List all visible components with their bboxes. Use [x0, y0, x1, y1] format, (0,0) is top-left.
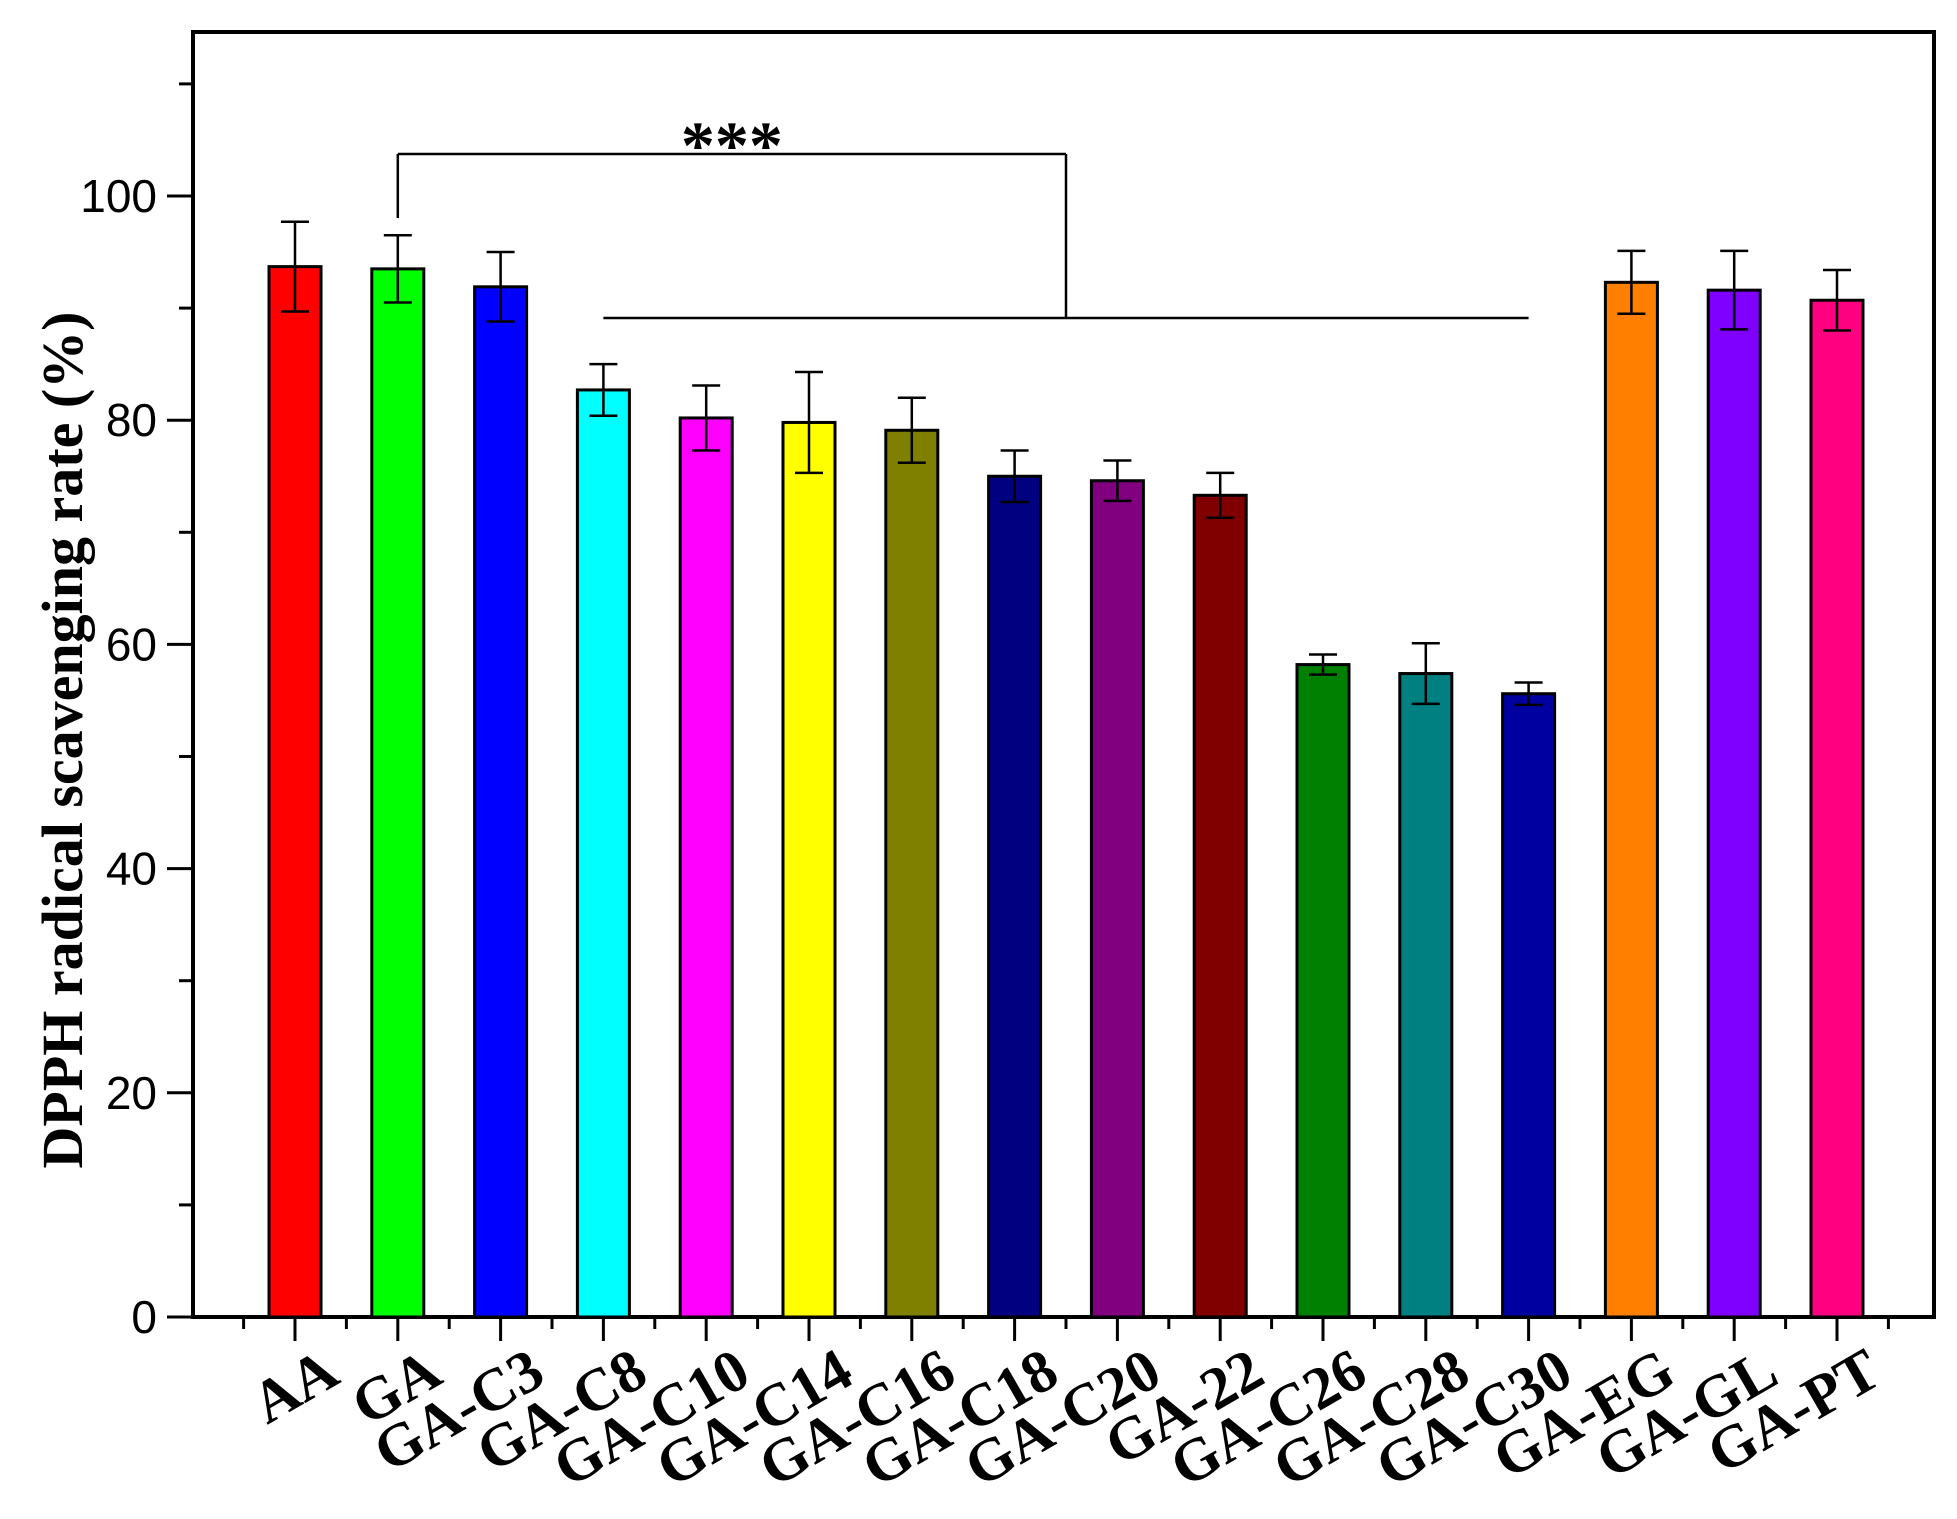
- bar-ga-c20: [1089, 479, 1145, 1319]
- y-tick-label: 100: [80, 170, 157, 222]
- bar-ga-c30: [1501, 692, 1557, 1319]
- y-tick-label: 80: [106, 394, 157, 446]
- bar-ga-c26: [1295, 663, 1351, 1319]
- category-labels: AAGAGA-C3GA-C8GA-C10GA-C14GA-C16GA-C18GA…: [241, 1336, 1891, 1500]
- bar-ga-pt: [1809, 298, 1865, 1319]
- y-tick-label: 0: [131, 1291, 157, 1343]
- bar-ga: [370, 267, 426, 1319]
- bar-ga-c18: [987, 474, 1043, 1319]
- bar-aa: [267, 265, 323, 1319]
- y-tick-label: 20: [106, 1067, 157, 1119]
- axis-ticks: 0 20 40 60 80 100: [80, 82, 1890, 1343]
- y-axis-title: DPPH radical scavenging rate (%): [30, 312, 95, 1169]
- y-tick-label: 60: [106, 618, 157, 670]
- bar-ga-c3: [473, 285, 529, 1319]
- y-tick-label: 40: [106, 843, 157, 895]
- bar-ga-c14: [781, 420, 837, 1319]
- bars-group: [267, 220, 1865, 1319]
- bar-ga-c28: [1398, 672, 1454, 1319]
- significance-bracket: ***: [396, 107, 1529, 320]
- bar-ga-eg: [1603, 280, 1659, 1319]
- category-label: AA: [241, 1336, 349, 1436]
- bar-ga-c8: [575, 388, 631, 1319]
- plot-frame: [191, 30, 1936, 1319]
- bar-ga-c16: [884, 428, 940, 1319]
- bar-ga-22: [1192, 493, 1248, 1319]
- bar-ga-gl: [1706, 288, 1762, 1319]
- significance-stars: ***: [681, 107, 783, 183]
- bar-ga-c10: [678, 416, 734, 1319]
